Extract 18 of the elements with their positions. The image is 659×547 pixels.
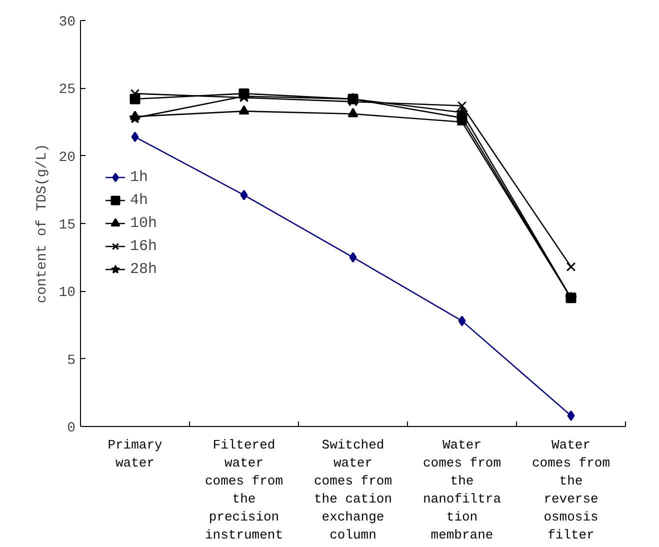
x-tick-label: Primary water <box>108 438 163 470</box>
legend-label: 16h <box>130 238 158 254</box>
legend-label: 28h <box>130 260 158 278</box>
y-axis-title: content of TDS(g/L) <box>34 144 51 304</box>
x-tick-label: Filtered water comes from the precision instrument <box>204 438 284 542</box>
y-tick-label: 5 <box>67 352 76 369</box>
legend-label: 1h <box>130 168 150 186</box>
x-tick-label: Switched water comes from the cation exchange column <box>314 438 392 542</box>
legend-label: 4h <box>130 192 150 208</box>
y-tick-label: 25 <box>58 82 76 98</box>
y-tick-label: 15 <box>58 218 76 234</box>
x-tick-label: Water comes from the reverse osmosis filter <box>532 438 610 542</box>
x-tick-label: Water comes from the nanofiltration membrane <box>422 438 502 542</box>
legend-label: 10h <box>130 214 158 232</box>
y-tick-label: 30 <box>58 14 76 30</box>
y-tick-label: 10 <box>58 285 76 302</box>
y-tick-label: 20 <box>58 150 76 166</box>
y-tick-label: 0 <box>67 420 76 436</box>
